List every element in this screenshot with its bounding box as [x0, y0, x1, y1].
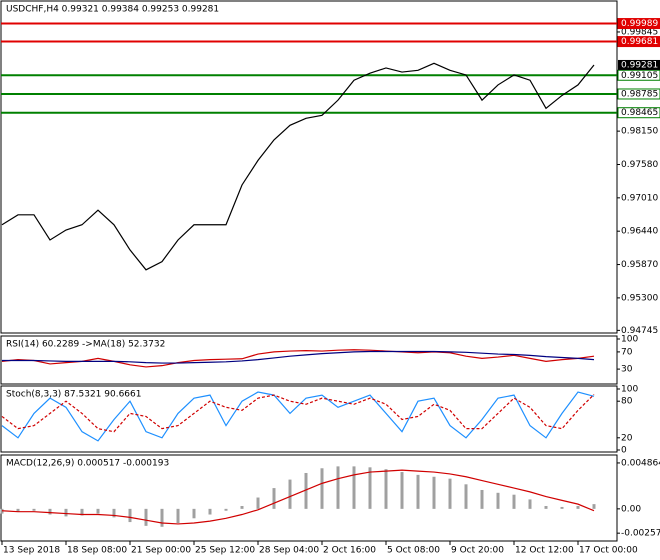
y-tick-label: 100 [621, 385, 638, 395]
last-price-box [618, 59, 660, 70]
histogram-bar [336, 466, 340, 509]
y-tick-label: 100 [621, 335, 638, 345]
series-line [1, 62, 595, 271]
x-tick-label: 13 Sep 2018 [3, 546, 60, 556]
y-tick-label: 0.95870 [621, 260, 658, 270]
panel-frame [0, 454, 618, 542]
y-tick-label: 20 [621, 433, 633, 443]
level-label: 0.98785 [621, 89, 658, 99]
histogram-bar [208, 508, 212, 515]
last-price-label: 0.99281 [621, 60, 658, 70]
histogram-bar [416, 474, 420, 509]
level-label-box [617, 88, 660, 100]
histogram-bar [272, 488, 276, 509]
histogram-bar [544, 506, 548, 509]
series-line [1, 349, 595, 368]
histogram-bar [288, 479, 292, 509]
histogram-bar [592, 504, 596, 509]
x-tick-label: 25 Sep 12:00 [195, 546, 255, 556]
level-label: 0.98465 [621, 108, 658, 118]
level-label-box [617, 107, 660, 119]
histogram-bar [320, 468, 324, 509]
y-tick-label: 30 [621, 365, 633, 375]
histogram-bar [224, 508, 228, 511]
y-tick-label: 0.004864 [621, 458, 660, 468]
series-line [2, 350, 595, 364]
histogram-bar [16, 508, 20, 512]
histogram-bar [480, 489, 484, 509]
histogram-bar [128, 508, 132, 523]
histogram-bar [176, 508, 180, 524]
y-tick-label: -0.002576 [621, 529, 660, 539]
y-tick-label: 0.00 [621, 504, 641, 514]
level-label-box [617, 18, 660, 30]
histogram-bar [400, 472, 404, 509]
panel-title: Stoch(8,3,3) 87.5321 90.6661 [6, 390, 141, 400]
level-label: 0.99681 [621, 37, 658, 47]
series-line [1, 469, 595, 525]
histogram-bar [496, 492, 500, 509]
histogram-bar [352, 466, 356, 509]
histogram-bar [576, 506, 580, 509]
histogram-bar [304, 472, 308, 509]
x-tick-label: 5 Oct 08:00 [387, 546, 440, 556]
series-line [1, 391, 595, 442]
y-tick-label: 0.99845 [621, 27, 658, 37]
x-tick-label: 28 Sep 04:00 [259, 546, 319, 556]
panel-frame [0, 335, 618, 385]
y-tick-label: 0.98150 [621, 127, 658, 137]
panel-frame [0, 385, 618, 453]
x-tick-label: 18 Sep 08:00 [67, 546, 127, 556]
level-label-box [617, 36, 660, 48]
histogram-bar [64, 508, 68, 517]
panel-title: MACD(12,26,9) 0.000517 -0.000193 [6, 459, 169, 469]
x-tick-label: 12 Oct 12:00 [515, 546, 574, 556]
x-tick-label: 2 Oct 16:00 [323, 546, 376, 556]
y-tick-label: 0.97580 [621, 160, 658, 170]
histogram-bar [368, 467, 372, 509]
y-tick-label: 0 [621, 446, 627, 456]
level-label: 0.99105 [621, 71, 658, 81]
histogram-bar [32, 508, 36, 511]
histogram-bar [256, 497, 260, 509]
histogram-bar [48, 508, 52, 515]
histogram-bar [384, 469, 388, 509]
level-label-box [617, 69, 660, 81]
y-tick-label: 0.95300 [621, 293, 658, 303]
histogram-bar [96, 508, 100, 514]
series-line [1, 394, 595, 433]
histogram-bar [144, 508, 148, 526]
histogram-bar [560, 506, 564, 509]
histogram-bar [448, 478, 452, 509]
histogram-bar [464, 484, 468, 509]
histogram-bar [192, 508, 196, 519]
x-tick-label: 9 Oct 20:00 [451, 546, 504, 556]
y-tick-label: 0.97010 [621, 193, 658, 203]
panel-title: USDCHF,H4 0.99321 0.99384 0.99253 0.9928… [6, 5, 219, 15]
histogram-bar [432, 476, 436, 509]
panel-frame [0, 0, 618, 334]
histogram-bar [160, 508, 164, 527]
y-tick-label: 0.94745 [621, 326, 658, 336]
histogram-bar [240, 506, 244, 509]
y-tick-label: 70 [621, 347, 633, 357]
histogram-bar [80, 508, 84, 516]
x-tick-label: 21 Sep 00:00 [131, 546, 191, 556]
histogram-bar [528, 499, 532, 509]
panel-title: RSI(14) 60.2289 ->MA(18) 52.3732 [6, 340, 165, 350]
histogram-bar [512, 494, 516, 509]
histogram-bar [112, 508, 116, 518]
y-tick-label: 0.96440 [621, 227, 658, 237]
level-label: 0.99989 [621, 19, 658, 29]
y-tick-label: 80 [621, 397, 633, 407]
x-tick-label: 17 Oct 00:00 [579, 546, 638, 556]
